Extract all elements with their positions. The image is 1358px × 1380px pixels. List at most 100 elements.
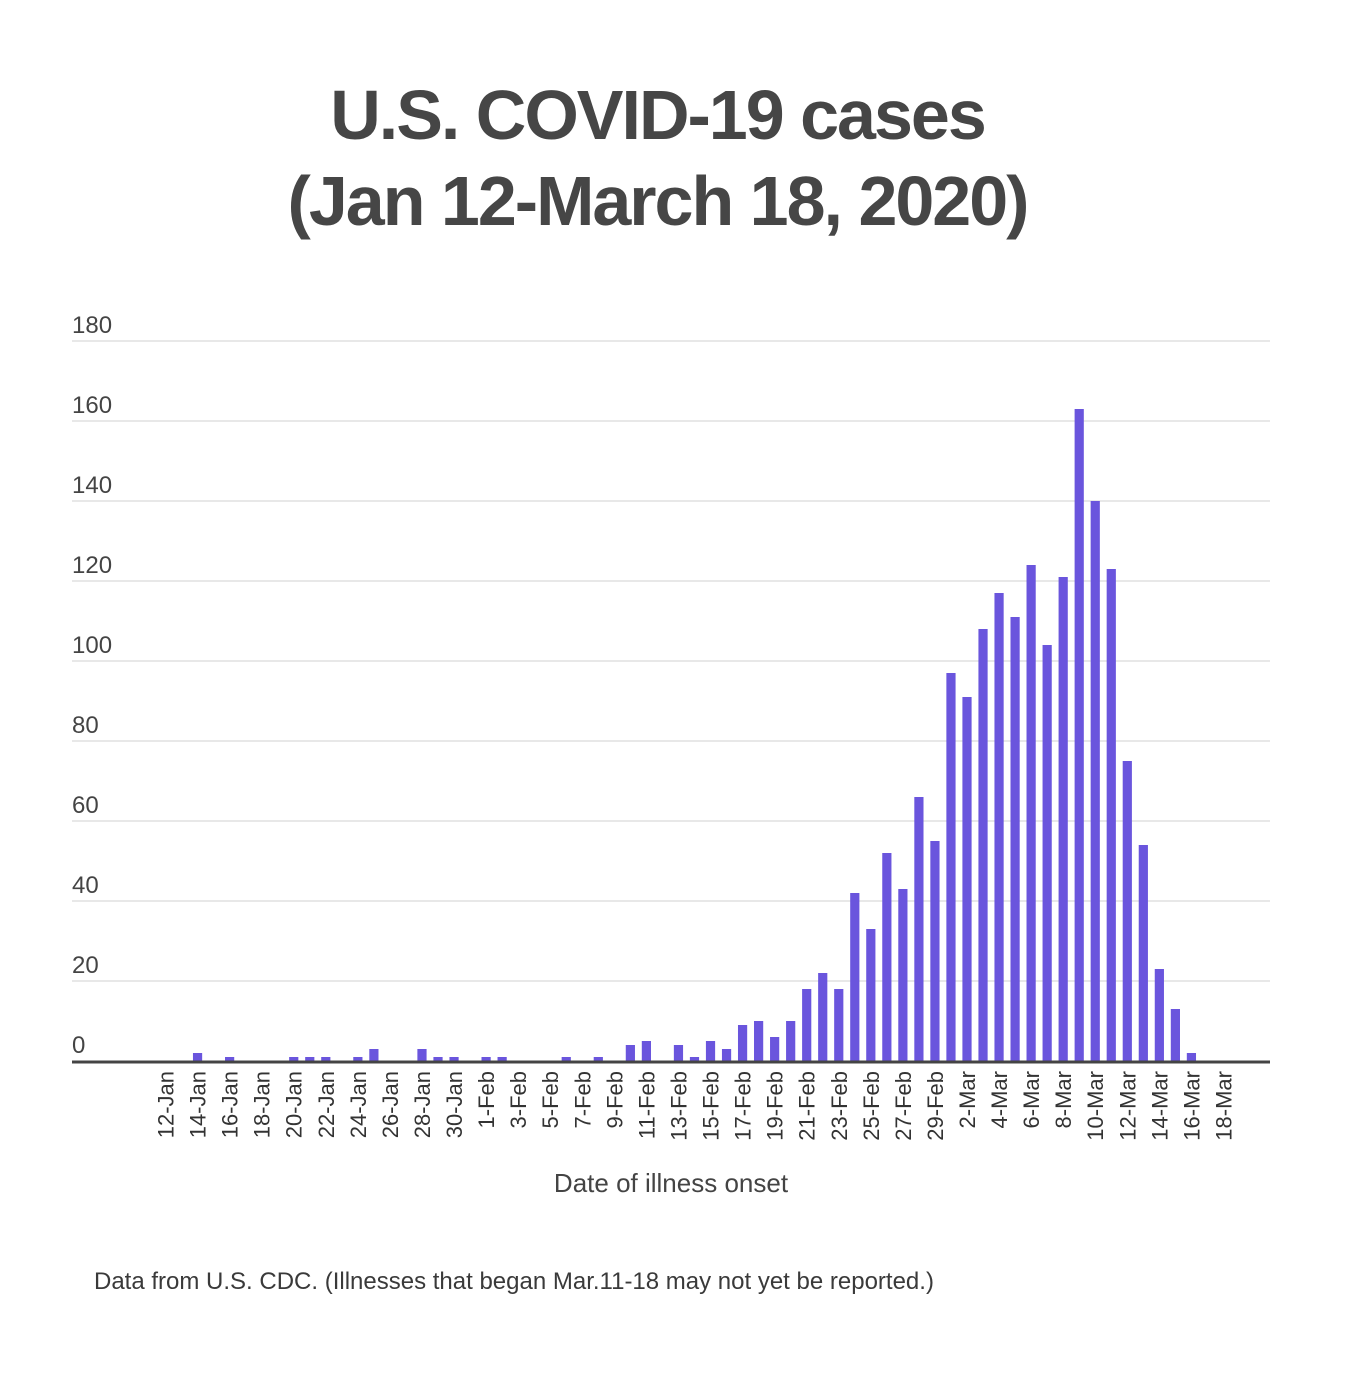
x-tick-label: 24-Jan	[346, 1071, 371, 1138]
source-note: Data from U.S. CDC. (Illnesses that bega…	[94, 1268, 934, 1295]
bar-20-Jan	[289, 1057, 299, 1061]
bars	[192, 409, 1197, 1061]
bar-21-Feb	[802, 989, 812, 1061]
y-tick-label: 160	[72, 392, 112, 419]
y-tick-label: 40	[72, 872, 99, 899]
bar-29-Jan	[433, 1057, 443, 1061]
y-tick-label: 180	[72, 312, 112, 339]
x-tick-label: 17-Feb	[731, 1071, 756, 1141]
x-tick-label: 26-Jan	[378, 1071, 403, 1138]
bar-3-Mar	[978, 629, 988, 1061]
x-tick-label: 12-Mar	[1115, 1071, 1140, 1141]
bar-12-Mar	[1122, 761, 1132, 1061]
x-tick-label: 10-Mar	[1083, 1071, 1108, 1141]
x-tick-label: 14-Mar	[1147, 1071, 1172, 1141]
bar-25-Jan	[369, 1049, 379, 1061]
x-tick-label: 25-Feb	[859, 1071, 884, 1141]
bar-25-Feb	[866, 929, 876, 1061]
x-tick-label: 11-Feb	[634, 1071, 659, 1139]
x-tick-label: 13-Feb	[666, 1071, 691, 1141]
bar-15-Feb	[705, 1041, 716, 1061]
bar-22-Jan	[321, 1057, 331, 1061]
bar-4-Mar	[994, 593, 1004, 1061]
bar-16-Jan	[225, 1057, 235, 1061]
bar-18-Feb	[754, 1021, 764, 1061]
bar-7-Mar	[1042, 645, 1052, 1061]
bar-2-Mar	[962, 697, 972, 1061]
x-tick-label: 18-Mar	[1211, 1071, 1236, 1141]
bar-19-Feb	[770, 1037, 780, 1061]
bar-22-Feb	[818, 973, 828, 1061]
bar-16-Mar	[1186, 1053, 1197, 1061]
x-tick-label: 21-Feb	[795, 1071, 820, 1141]
x-tick-label: 1-Feb	[474, 1071, 499, 1128]
x-tick-label: 4-Mar	[987, 1071, 1012, 1128]
bar-13-Feb	[673, 1045, 684, 1061]
bar-28-Feb	[914, 797, 924, 1061]
y-tick-label: 60	[72, 792, 99, 819]
bar-5-Mar	[1010, 617, 1020, 1061]
chart-title-line-2: (Jan 12-March 18, 2020)	[287, 162, 1030, 240]
x-tick-label: 28-Jan	[410, 1071, 435, 1138]
bar-8-Feb	[593, 1057, 603, 1061]
x-tick-label: 12-Jan	[154, 1071, 179, 1138]
bar-26-Feb	[882, 853, 892, 1061]
chart-title-line-1: U.S. COVID-19 cases	[330, 76, 987, 154]
bar-14-Mar	[1154, 969, 1164, 1061]
x-tick-label: 7-Feb	[570, 1071, 595, 1128]
bar-6-Mar	[1026, 565, 1036, 1061]
bar-1-Mar	[946, 673, 956, 1061]
chart-title: U.S. COVID-19 cases (Jan 12-March 18, 20…	[0, 72, 1315, 244]
x-tick-label: 6-Mar	[1019, 1071, 1044, 1128]
x-tick-label: 5-Feb	[538, 1071, 563, 1128]
bar-16-Feb	[721, 1049, 732, 1061]
bar-14-Feb	[689, 1057, 700, 1061]
bar-10-Mar	[1090, 501, 1100, 1061]
y-tick-label: 140	[72, 472, 112, 499]
x-tick-label: 18-Jan	[250, 1071, 275, 1138]
x-tick-label: 29-Feb	[923, 1071, 948, 1141]
bar-24-Jan	[353, 1057, 363, 1061]
x-axis-label: Date of illness onset	[554, 1168, 789, 1198]
bar-27-Feb	[898, 889, 908, 1061]
x-tick-label: 2-Mar	[955, 1071, 980, 1128]
bar-14-Jan	[192, 1053, 203, 1061]
bar-11-Feb	[641, 1041, 651, 1061]
x-tick-label: 15-Feb	[699, 1071, 724, 1141]
x-tick-label: 8-Mar	[1051, 1071, 1076, 1128]
bar-29-Feb	[930, 841, 940, 1061]
bar-8-Mar	[1058, 577, 1068, 1061]
x-tick-label: 14-Jan	[186, 1071, 211, 1138]
bar-20-Feb	[786, 1021, 796, 1061]
bar-6-Feb	[561, 1057, 571, 1061]
y-tick-label: 120	[72, 552, 112, 579]
bar-10-Feb	[625, 1045, 635, 1061]
bar-13-Mar	[1138, 845, 1148, 1061]
y-axis-ticks: 0 20 40 60 80 100 120 140 160 180	[72, 312, 112, 1059]
y-tick-label: 20	[72, 952, 99, 979]
x-tick-label: 19-Feb	[763, 1071, 788, 1141]
x-tick-label: 23-Feb	[827, 1071, 852, 1141]
bar-17-Feb	[737, 1025, 748, 1061]
x-axis-ticks: 12-Jan 14-Jan 16-Jan 18-Jan 20-Jan 22-Jan 24-J…	[154, 1071, 1237, 1141]
x-tick-label: 9-Feb	[602, 1071, 627, 1128]
bar-9-Mar	[1074, 409, 1084, 1061]
bar-15-Mar	[1170, 1009, 1180, 1061]
x-tick-label: 3-Feb	[506, 1071, 531, 1128]
y-tick-label: 80	[72, 712, 99, 739]
x-tick-label: 27-Feb	[891, 1071, 916, 1141]
y-tick-label: 0	[72, 1032, 85, 1059]
x-tick-label: 16-Mar	[1179, 1071, 1204, 1141]
bar-1-Feb	[481, 1057, 491, 1061]
bar-30-Jan	[449, 1057, 459, 1061]
y-tick-label: 100	[72, 632, 112, 659]
x-tick-label: 20-Jan	[282, 1071, 307, 1138]
bar-23-Feb	[834, 989, 844, 1061]
x-tick-label: 22-Jan	[314, 1071, 339, 1138]
gridlines	[72, 340, 1270, 982]
x-tick-label: 30-Jan	[442, 1071, 467, 1138]
bar-28-Jan	[417, 1049, 427, 1061]
bar-21-Jan	[305, 1057, 315, 1061]
bar-11-Mar	[1106, 569, 1116, 1061]
